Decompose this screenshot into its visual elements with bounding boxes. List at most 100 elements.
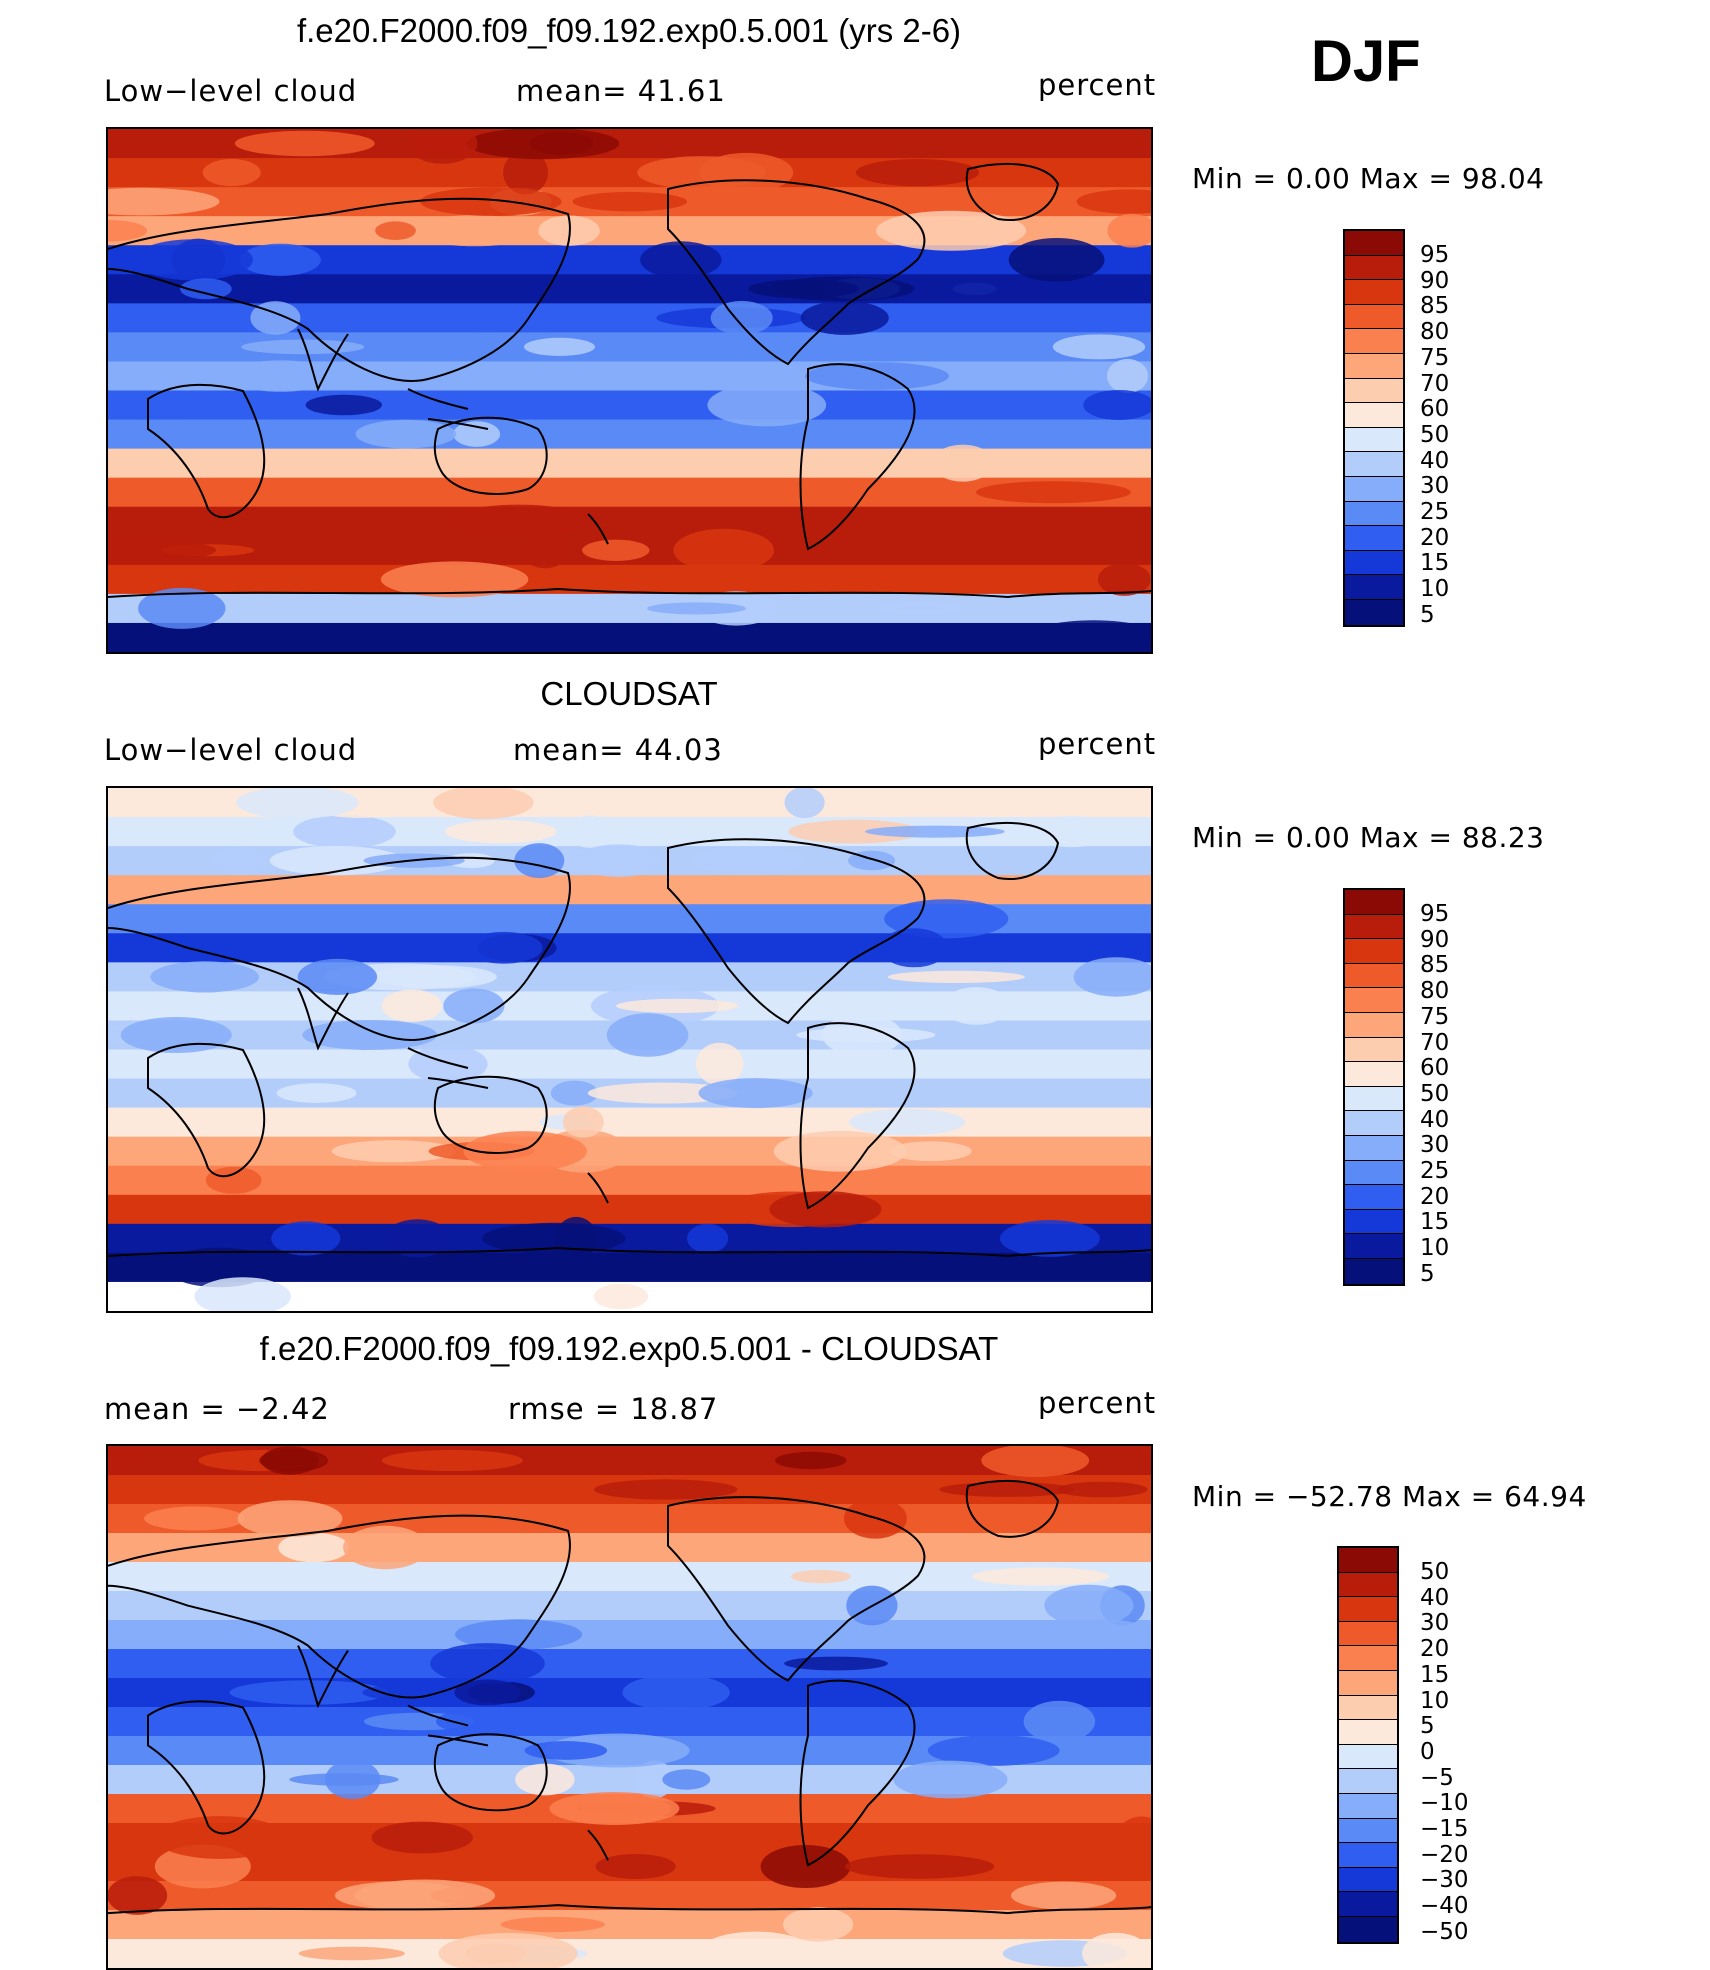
colorbar-tick-label: 95 [1420, 901, 1450, 927]
map-field-blob [1025, 620, 1151, 652]
map-field-blob [1076, 189, 1151, 214]
map-field-blob [212, 846, 269, 875]
map-field-blob [555, 1216, 598, 1260]
map-field-blob [500, 1916, 605, 1933]
map-field-blob [302, 1020, 438, 1050]
map-field-blob [1023, 1700, 1096, 1743]
colorbar-tick-label: −5 [1420, 1764, 1454, 1791]
colorbar-tick-label: −30 [1420, 1867, 1469, 1894]
colorbar-swatch [1345, 890, 1403, 915]
panel-1-colorbar [1343, 229, 1405, 627]
colorbar-swatch [1339, 1572, 1397, 1598]
map-field-blob [108, 187, 220, 216]
map-field-blob [784, 1656, 888, 1671]
map-field-blob [298, 1946, 405, 1961]
map-field-blob [133, 239, 253, 281]
colorbar-tick-label: −15 [1420, 1816, 1469, 1843]
map-field-blob [137, 627, 182, 648]
map-field-blob [784, 788, 825, 818]
map-zonal-band [108, 1881, 1151, 1911]
map-field-blob [371, 1821, 473, 1854]
colorbar-swatch [1345, 304, 1403, 330]
colorbar-swatch [1339, 1843, 1397, 1868]
map-field-blob [1011, 1881, 1117, 1910]
map-field-blob [420, 187, 562, 216]
coastline-path [965, 822, 1060, 880]
colorbar-tick-label: 40 [1420, 1584, 1450, 1611]
colorbar-swatch [1345, 378, 1403, 404]
map-field-blob [202, 159, 261, 187]
map-field-blob [988, 310, 1128, 326]
panel-1-units-label: percent [1038, 68, 1157, 102]
colorbar-tick-label: −20 [1420, 1841, 1469, 1868]
colorbar-swatch [1345, 403, 1403, 428]
map-field-blob [1000, 1220, 1100, 1257]
panel-3-map-canvas [108, 1446, 1151, 1968]
colorbar-swatch [1345, 231, 1403, 256]
colorbar-swatch [1345, 501, 1403, 527]
map-field-blob [927, 1735, 1060, 1766]
map-field-blob [449, 504, 589, 538]
panel-2-title: CLOUDSAT [540, 675, 718, 712]
map-zonal-band [108, 506, 1151, 537]
panel-2-map-canvas [108, 788, 1151, 1311]
map-field-blob [594, 1479, 738, 1500]
colorbar-tick-label: 5 [1420, 1713, 1435, 1740]
map-field-blob [1008, 238, 1105, 282]
map-field-blob [593, 1283, 649, 1310]
map-field-blob [150, 961, 259, 993]
colorbar-tick-label: 75 [1420, 344, 1450, 371]
colorbar-swatch [1339, 1769, 1397, 1794]
map-field-blob [942, 987, 1011, 1025]
map-field-blob [1106, 358, 1149, 394]
map-field-blob [108, 539, 216, 561]
map-field-blob [994, 451, 1135, 475]
colorbar-tick-label: 85 [1420, 293, 1450, 320]
colorbar-swatch [1339, 1867, 1397, 1893]
map-field-blob [239, 243, 321, 276]
map-field-blob [788, 819, 921, 844]
map-field-blob [310, 1197, 453, 1222]
map-zonal-band [108, 1707, 1151, 1737]
colorbar-swatch [1345, 988, 1403, 1013]
map-field-blob [796, 1027, 936, 1043]
map-field-blob [697, 1931, 815, 1968]
map-field-blob [1052, 334, 1146, 360]
coastline-path [799, 1022, 916, 1210]
map-field-blob [845, 1854, 995, 1879]
colorbar-swatch [1345, 1209, 1403, 1235]
map-field-blob [520, 532, 570, 569]
map-zonal-band [108, 933, 1151, 964]
colorbar-tick-label: 15 [1420, 550, 1450, 577]
colorbar-tick-label: −40 [1420, 1893, 1469, 1920]
map-field-blob [550, 1080, 599, 1106]
colorbar-swatch [1345, 550, 1403, 576]
map-field-blob [236, 788, 359, 819]
season-label: DJF [1311, 29, 1421, 94]
map-field-blob [889, 1141, 972, 1162]
coastline-path [108, 1246, 1151, 1258]
map-field-blob [707, 383, 827, 427]
map-field-blob [893, 1760, 1008, 1799]
map-field-blob [108, 1736, 223, 1765]
map-field-blob [381, 989, 443, 1023]
panel-1-map-canvas [108, 129, 1151, 652]
colorbar-swatch [1345, 353, 1403, 379]
coastline-path [147, 1700, 266, 1835]
map-field-blob [261, 1446, 319, 1475]
map-field-blob [297, 958, 378, 995]
colorbar-tick-label: 10 [1420, 1687, 1450, 1714]
map-field-blob [562, 1106, 604, 1138]
map-field-blob [464, 1943, 527, 1964]
map-field-blob [524, 337, 595, 356]
colorbar-swatch [1345, 427, 1403, 453]
map-field-blob [1098, 562, 1151, 596]
map-field-blob [698, 1078, 813, 1109]
map-field-blob [533, 369, 681, 383]
map-zonal-band [108, 1939, 1151, 1968]
coastline-path [147, 1042, 266, 1178]
map-field-blob [194, 1277, 291, 1311]
panel-1-mean-label: mean= 41.61 [516, 74, 726, 108]
colorbar-swatch [1345, 526, 1403, 551]
panel-2-map [106, 786, 1153, 1313]
